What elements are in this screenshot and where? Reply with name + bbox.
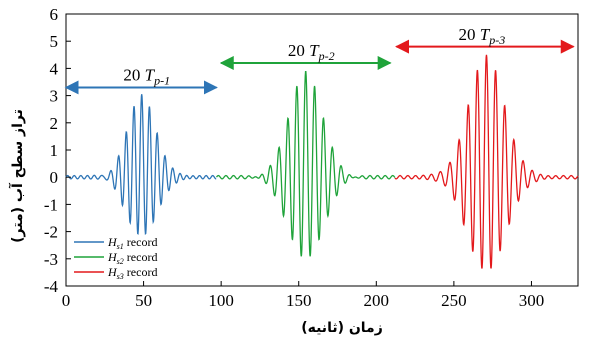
x-tick-label: 50 bbox=[135, 291, 152, 310]
period-label-1: 20 Tp-1 bbox=[123, 66, 170, 88]
axes-layer: -4 -3 -2 -1 0 1 2 3 4 5 6 0 50 100 150 200 250 300 bbox=[44, 5, 544, 310]
y-tick-label: -2 bbox=[44, 223, 58, 242]
legend-label-2: Hs2 record bbox=[107, 250, 157, 266]
x-tick-label: 250 bbox=[441, 291, 467, 310]
period-label-2: 20 Tp-2 bbox=[288, 41, 335, 63]
x-tick-label: 0 bbox=[62, 291, 71, 310]
legend-label-1: Hs1 record bbox=[107, 235, 157, 251]
y-tick-label: 0 bbox=[50, 168, 59, 187]
x-tick-label: 200 bbox=[364, 291, 390, 310]
x-tick-label: 100 bbox=[208, 291, 234, 310]
series-layer bbox=[65, 54, 579, 269]
y-tick-label: 3 bbox=[50, 87, 59, 106]
x-axis-title: زمان (ثانیه) bbox=[301, 320, 383, 336]
y-tick-label: -1 bbox=[44, 195, 58, 214]
annotation-layer: 20 Tp-1 20 Tp-2 20 Tp-3 bbox=[64, 25, 575, 95]
y-axis-title: تراز سطح آب (متر) bbox=[8, 109, 26, 243]
y-tick-label: 1 bbox=[50, 141, 59, 160]
series-line-2 bbox=[215, 71, 396, 257]
period-label-3: 20 Tp-3 bbox=[459, 25, 506, 47]
x-tick-label: 300 bbox=[519, 291, 545, 310]
y-tick-label: -4 bbox=[44, 277, 59, 296]
series-line-1 bbox=[65, 94, 217, 236]
series-line-3 bbox=[394, 54, 579, 269]
y-tick-label: 2 bbox=[50, 114, 59, 133]
x-tick-label: 150 bbox=[286, 291, 312, 310]
y-tick-label: 4 bbox=[50, 59, 59, 78]
y-tick-label: 6 bbox=[50, 5, 59, 24]
legend-label-3: Hs3 record bbox=[107, 265, 157, 281]
y-tick-label: 5 bbox=[50, 32, 59, 51]
y-tick-label: -3 bbox=[44, 250, 58, 269]
